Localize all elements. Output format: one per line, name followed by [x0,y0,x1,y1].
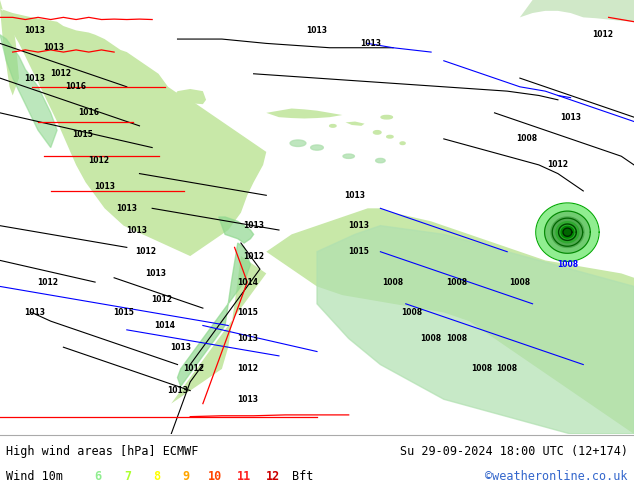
Text: 1013: 1013 [116,204,138,213]
Polygon shape [537,204,598,260]
Text: 10: 10 [208,470,222,483]
Text: 1014: 1014 [236,278,258,287]
Ellipse shape [330,124,336,127]
Text: 1013: 1013 [344,191,366,200]
Text: 1015: 1015 [348,247,368,256]
Polygon shape [219,217,254,243]
Text: 1008: 1008 [471,365,493,373]
Text: 9: 9 [182,470,190,483]
Polygon shape [171,256,266,404]
Text: 1013: 1013 [243,221,264,230]
Text: 8: 8 [153,470,160,483]
Text: High wind areas [hPa] ECMWF: High wind areas [hPa] ECMWF [6,445,198,458]
Text: ©weatheronline.co.uk: ©weatheronline.co.uk [485,470,628,483]
Text: 1012: 1012 [37,278,58,287]
Text: 1013: 1013 [145,269,166,278]
Text: 1013: 1013 [24,308,46,317]
Text: 1013: 1013 [24,74,46,83]
Text: 1013: 1013 [236,395,258,404]
Text: 1013: 1013 [167,386,188,395]
Text: 1013: 1013 [306,26,328,35]
Text: 1016: 1016 [78,108,100,117]
Polygon shape [346,122,365,126]
Text: 1008: 1008 [382,278,404,287]
Polygon shape [266,108,342,119]
Text: 1008: 1008 [557,260,578,269]
Polygon shape [561,226,574,238]
Text: Su 29-09-2024 18:00 UTC (12+174): Su 29-09-2024 18:00 UTC (12+174) [399,445,628,458]
Text: 1012: 1012 [183,365,204,373]
Text: 11: 11 [237,470,251,483]
Polygon shape [556,221,579,243]
Polygon shape [564,229,571,235]
Polygon shape [545,211,590,253]
Text: 1012: 1012 [87,156,109,165]
Text: 1008: 1008 [509,278,531,287]
Ellipse shape [343,154,354,158]
Text: 1013: 1013 [94,182,115,191]
Polygon shape [0,0,266,256]
Polygon shape [317,226,634,434]
Text: 1012: 1012 [592,30,613,39]
Polygon shape [551,217,584,247]
Text: 1016: 1016 [65,82,87,91]
Text: 1014: 1014 [154,321,176,330]
Text: 1013: 1013 [360,39,382,48]
Ellipse shape [311,145,323,150]
Polygon shape [520,0,634,22]
Polygon shape [174,89,206,104]
Text: Bft: Bft [292,470,313,483]
Text: 1013: 1013 [43,43,65,52]
Ellipse shape [400,142,405,145]
Text: 1008: 1008 [515,134,537,144]
Text: 1013: 1013 [560,113,581,122]
Ellipse shape [290,140,306,147]
Ellipse shape [381,116,392,119]
Ellipse shape [375,158,385,163]
Polygon shape [0,35,57,147]
Text: 1008: 1008 [420,334,442,343]
Text: 1008: 1008 [401,308,423,317]
Polygon shape [0,9,19,96]
Text: 1013: 1013 [24,26,46,35]
Ellipse shape [373,131,381,134]
Text: 1008: 1008 [446,278,467,287]
Polygon shape [266,208,634,434]
Text: 1012: 1012 [236,365,258,373]
Text: 1012: 1012 [135,247,157,256]
Text: 1013: 1013 [347,221,369,230]
Polygon shape [178,243,250,386]
Text: 1013: 1013 [236,334,258,343]
Text: 1015: 1015 [72,130,93,139]
Text: 7: 7 [124,470,131,483]
Text: 1015: 1015 [113,308,134,317]
Text: 1012: 1012 [151,295,172,304]
Text: Wind 10m: Wind 10m [6,470,63,483]
Ellipse shape [387,135,393,138]
Text: 1013: 1013 [170,343,191,352]
Text: 1012: 1012 [547,160,569,170]
Text: 1015: 1015 [237,308,257,317]
Text: 6: 6 [94,470,102,483]
Text: 1012: 1012 [49,69,71,78]
Text: 1012: 1012 [243,251,264,261]
Text: 1008: 1008 [446,334,467,343]
Text: 1008: 1008 [496,365,518,373]
Text: 1013: 1013 [126,225,147,235]
Text: 12: 12 [266,470,280,483]
